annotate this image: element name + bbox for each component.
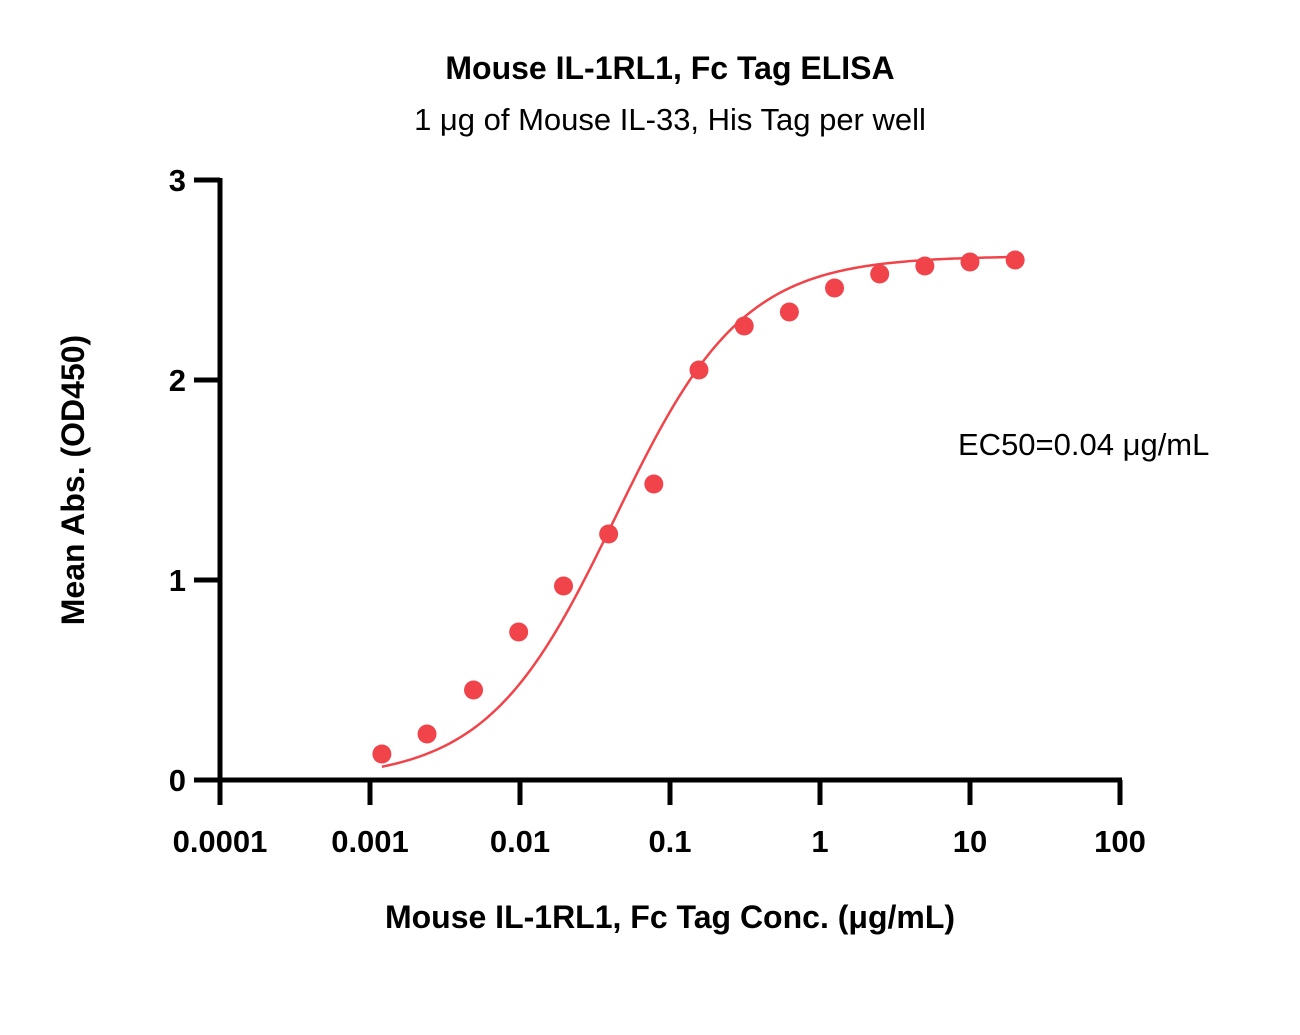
axes — [217, 178, 1122, 783]
y-axis-title: Mean Abs. (OD450) — [55, 335, 91, 625]
data-point — [464, 680, 484, 700]
data-point — [1005, 250, 1025, 270]
chart-title: Mouse IL-1RL1, Fc Tag ELISA — [445, 50, 894, 86]
y-ticks: 0 1 2 3 — [169, 163, 220, 798]
data-point — [689, 360, 709, 380]
x-axis-title: Mouse IL-1RL1, Fc Tag Conc. (μg/mL) — [385, 899, 955, 935]
data-point — [825, 278, 845, 298]
data-point — [960, 252, 980, 272]
y-tick-label: 3 — [169, 163, 186, 198]
x-tick-label: 10 — [953, 824, 987, 859]
data-point — [554, 576, 574, 596]
x-tick-label: 0.01 — [490, 824, 550, 859]
x-tick-label: 1 — [811, 824, 828, 859]
data-point — [779, 302, 799, 322]
ec50-annotation: EC50=0.04 μg/mL — [958, 427, 1209, 462]
data-point — [372, 744, 392, 764]
chart-subtitle: 1 μg of Mouse IL-33, His Tag per well — [414, 102, 926, 137]
data-point — [509, 622, 529, 642]
data-point — [599, 524, 619, 544]
x-ticks: 0.0001 0.001 0.01 0.1 1 10 100 — [173, 780, 1146, 859]
x-tick-label: 0.0001 — [173, 824, 268, 859]
y-tick-label: 2 — [169, 363, 186, 398]
data-point — [417, 724, 437, 744]
y-tick-label: 0 — [169, 763, 186, 798]
data-point — [870, 264, 890, 284]
x-tick-label: 0.001 — [331, 824, 409, 859]
data-point — [915, 256, 935, 276]
y-tick-label: 1 — [169, 563, 186, 598]
data-point — [644, 474, 664, 494]
x-tick-label: 0.1 — [648, 824, 691, 859]
x-tick-label: 100 — [1094, 824, 1146, 859]
data-points — [372, 250, 1025, 764]
data-point — [734, 316, 754, 336]
